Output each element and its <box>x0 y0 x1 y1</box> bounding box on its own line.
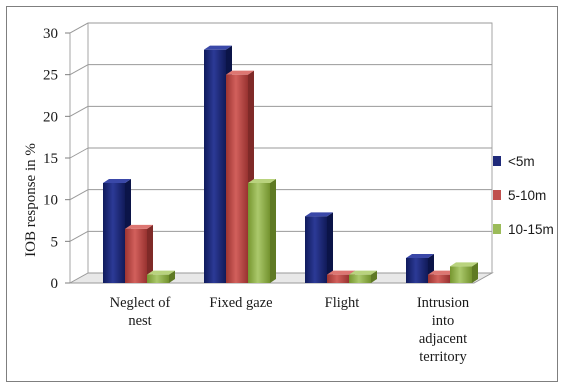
bars <box>103 45 478 284</box>
bar-10-15m-0 <box>147 270 175 283</box>
y-tick-label: 5 <box>51 234 59 250</box>
x-category-label: Flight <box>325 295 360 311</box>
y-axis-title: IOB response in % <box>23 143 39 257</box>
y-tick-label: 30 <box>43 26 58 42</box>
legend-label: 5-10m <box>508 188 546 203</box>
x-category-label: Intrusion into adjacent territory <box>417 295 470 365</box>
legend-item-<5m: <5m <box>493 154 535 169</box>
x-category-label: Fixed gaze <box>209 295 272 311</box>
legend-item-10-15m: 10-15m <box>493 222 554 237</box>
y-tick-label: 0 <box>51 276 59 292</box>
bar-10-15m-1 <box>248 179 276 283</box>
legend: <5m 5-10m 10-15m <box>493 154 554 237</box>
bar-10-15m-2 <box>349 270 377 283</box>
legend-item-5-10m: 5-10m <box>493 188 546 203</box>
legend-swatch <box>493 156 501 166</box>
bar-<5m-3 <box>406 254 434 283</box>
y-axis-ticks: 0 5 10 15 20 25 30 <box>43 26 70 292</box>
legend-swatch <box>493 190 501 200</box>
bar-5-10m-0 <box>125 224 153 283</box>
y-tick-label: 25 <box>43 68 58 84</box>
x-axis-labels: Neglect of nest Fixed gaze Flight Intrusion i… <box>110 295 470 365</box>
gridlines <box>69 22 492 242</box>
legend-swatch <box>493 224 501 234</box>
y-tick-label: 20 <box>43 109 58 125</box>
bar-10-15m-3 <box>450 262 478 283</box>
y-tick-label: 15 <box>43 151 58 167</box>
y-tick-label: 10 <box>43 193 58 209</box>
bar-<5m-2 <box>305 212 333 283</box>
legend-label: <5m <box>508 154 535 169</box>
legend-label: 10-15m <box>508 222 554 237</box>
x-category-label: Neglect of nest <box>110 295 171 329</box>
